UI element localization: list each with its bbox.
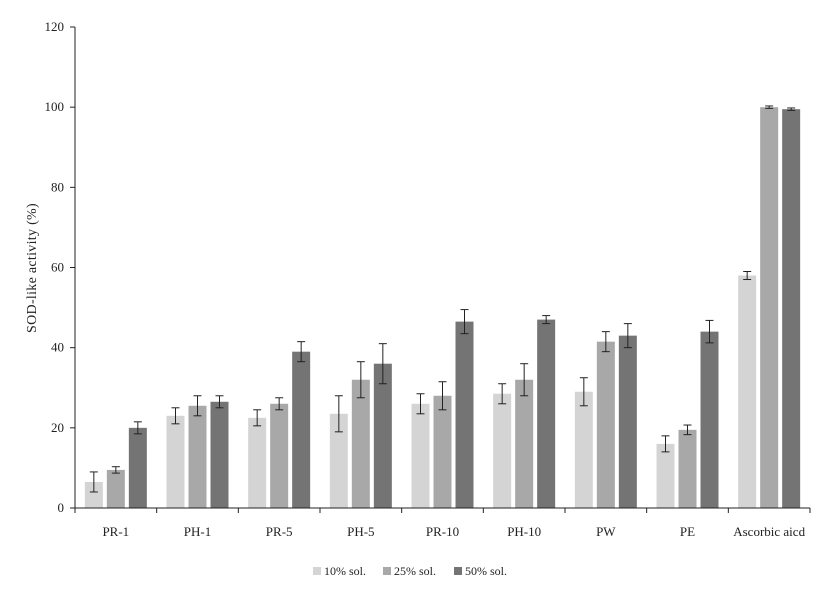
- legend-label: 25% sol.: [394, 564, 436, 578]
- y-tick-label: 60: [51, 260, 64, 275]
- category-label: PH-1: [184, 524, 211, 539]
- bar: [106, 469, 125, 508]
- y-tick-label: 100: [45, 99, 65, 114]
- category-label: PR-1: [102, 524, 129, 539]
- bar: [433, 395, 452, 508]
- category-label: PW: [596, 524, 616, 539]
- bar: [515, 379, 534, 508]
- bar: [292, 351, 311, 508]
- bar: [678, 429, 697, 508]
- bar: [248, 417, 267, 508]
- bar: [270, 403, 289, 508]
- bar: [455, 321, 474, 508]
- bar: [782, 109, 801, 508]
- y-tick-label: 20: [51, 420, 64, 435]
- legend-label: 10% sol.: [324, 564, 366, 578]
- bar: [411, 403, 430, 508]
- category-labels: PR-1 PH-1 PR-5 PH-5 PR-10 PH-10 PW PE Ascorbic a…: [102, 524, 805, 539]
- category-label: PH-5: [347, 524, 374, 539]
- legend-swatch: [383, 567, 391, 575]
- bar: [618, 335, 637, 508]
- bar: [656, 443, 675, 508]
- bar: [166, 415, 185, 508]
- bar: [188, 405, 207, 508]
- bar: [493, 393, 512, 508]
- x-axis-ticks: [74, 508, 811, 513]
- bar: [373, 363, 392, 508]
- bar: [210, 401, 229, 508]
- bar: [700, 331, 719, 508]
- bar: [84, 481, 103, 508]
- y-axis-ticks: 0 20 40 60 80 100 120: [45, 19, 75, 515]
- bar: [760, 107, 779, 509]
- y-tick-label: 80: [51, 179, 64, 194]
- bar: [738, 275, 757, 508]
- bar: [329, 413, 348, 508]
- error-bars-layer: [89, 105, 796, 493]
- y-tick-label: 0: [58, 500, 65, 515]
- y-tick-label: 40: [51, 340, 64, 355]
- category-label: PE: [680, 524, 695, 539]
- legend-swatch: [313, 567, 321, 575]
- category-label: Ascorbic aicd: [733, 524, 805, 539]
- legend-swatch: [454, 567, 462, 575]
- y-axis-label: SOD-like activity (%): [25, 203, 40, 333]
- bar: [596, 341, 615, 508]
- category-label: PH-10: [507, 524, 541, 539]
- bar: [537, 319, 556, 508]
- category-label: PR-5: [266, 524, 293, 539]
- bar: [574, 391, 593, 508]
- bar: [128, 427, 147, 508]
- category-label: PR-10: [426, 524, 459, 539]
- bars-layer: [84, 107, 801, 509]
- y-tick-label: 120: [45, 19, 65, 34]
- legend: 10% sol. 25% sol. 50% sol.: [313, 564, 507, 578]
- bar: [351, 379, 370, 508]
- legend-label: 50% sol.: [465, 564, 507, 578]
